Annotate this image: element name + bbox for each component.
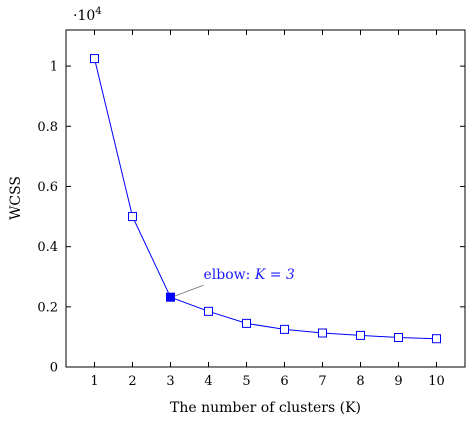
y-tick-label: 0.8 <box>37 120 58 135</box>
y-scale-label: ·104 <box>73 6 102 24</box>
elbow-point <box>166 292 175 302</box>
data-point <box>90 54 99 64</box>
y-tick-label: 1 <box>50 60 58 75</box>
y-tick-label: 0.2 <box>37 300 58 315</box>
data-point <box>128 212 137 222</box>
annotation-pin <box>174 284 204 297</box>
x-tick-label: 3 <box>166 374 174 389</box>
series-line <box>94 58 437 340</box>
annotation-label: elbow: K = 3 <box>204 267 295 283</box>
data-point <box>204 306 213 316</box>
x-tick-label: 1 <box>90 374 98 389</box>
data-point <box>242 318 251 328</box>
x-axis-title: The number of clusters (K) <box>170 400 361 416</box>
x-tick-label: 2 <box>128 374 136 389</box>
x-tick-label: 4 <box>204 374 212 389</box>
data-point <box>318 328 327 338</box>
y-tick-label: 0.4 <box>37 240 58 255</box>
svg-text:·104: ·104 <box>73 6 102 24</box>
y-scale-exponent: 4 <box>95 6 101 17</box>
x-tick-label: 9 <box>394 374 402 389</box>
y-scale-factor: ·10 <box>73 8 95 24</box>
data-point <box>280 324 289 334</box>
x-tick-label: 10 <box>428 374 445 389</box>
plot-area <box>65 29 466 368</box>
data-point <box>432 334 441 344</box>
y-tick-label: 0.6 <box>37 180 58 195</box>
x-tick-label: 7 <box>318 374 326 389</box>
x-tick-label: 6 <box>280 374 288 389</box>
x-tick-label: 8 <box>356 374 364 389</box>
data-point <box>394 333 403 343</box>
data-point <box>356 330 365 340</box>
x-tick-label: 5 <box>242 374 250 389</box>
y-axis-title: WCSS <box>8 176 24 220</box>
y-tick-label: 0 <box>50 361 58 376</box>
